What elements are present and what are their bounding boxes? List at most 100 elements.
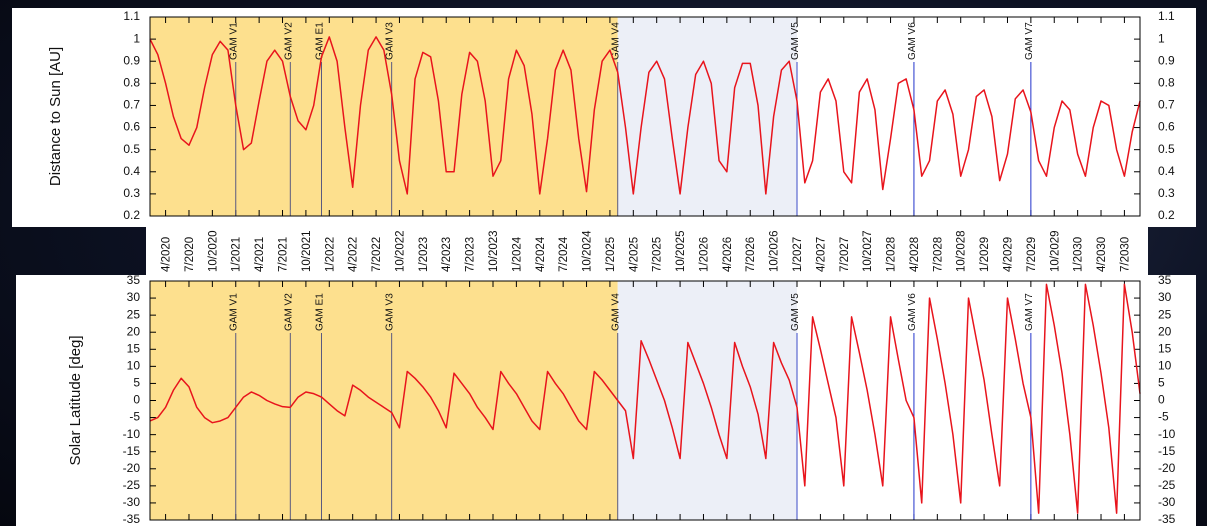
y-tick-label: -30 — [123, 495, 141, 509]
x-tick-label: 10/2024 — [582, 230, 594, 272]
x-tick-label: 4/2020 — [161, 237, 173, 272]
event-label: GAM V2 — [283, 22, 294, 60]
y-tick-label: 10 — [127, 359, 141, 373]
y-tick-label: 30 — [127, 290, 141, 304]
x-tick-label: 10/2028 — [956, 230, 968, 272]
y-tick-label-right: -30 — [1158, 495, 1176, 509]
event-label: GAM V1 — [229, 22, 240, 60]
x-tick-label: 1/2028 — [886, 237, 898, 272]
phase-region — [617, 281, 798, 520]
x-tick-label: 7/2023 — [465, 237, 477, 272]
y-tick-label-right: -35 — [1158, 512, 1176, 526]
y-axis-title: Distance to Sun [AU] — [47, 47, 64, 186]
y-tick-label-right: 1.1 — [1158, 9, 1175, 23]
phase-region — [617, 17, 798, 216]
x-tick-label: 4/2029 — [1002, 237, 1014, 272]
plot-frame — [149, 280, 1141, 521]
y-tick-label-right: -15 — [1158, 444, 1176, 458]
y-tick-label: -10 — [123, 427, 141, 441]
x-tick-label: 7/2027 — [839, 237, 851, 272]
x-tick-label: 1/2024 — [511, 236, 523, 272]
x-tick-label: 4/2027 — [815, 237, 827, 272]
x-tick-label: 4/2026 — [722, 237, 734, 272]
plot-frame — [149, 16, 1141, 217]
x-tick-label: 10/2021 — [301, 230, 313, 272]
y-tick-label: 0.5 — [123, 142, 140, 156]
x-tick-label: 10/2025 — [675, 230, 687, 272]
x-tick-label: 4/2024 — [535, 236, 547, 272]
y-tick-label-right: 0.3 — [1158, 186, 1175, 200]
x-tick-label: 7/2021 — [278, 237, 290, 272]
x-tick-label: 10/2027 — [862, 230, 874, 272]
x-tick-label: 1/2030 — [1073, 237, 1085, 272]
x-tick-label: 10/2029 — [1049, 230, 1061, 272]
x-tick-label: 1/2027 — [792, 237, 804, 272]
y-tick-label-right: 0.5 — [1158, 142, 1175, 156]
event-label: GAM V3 — [385, 22, 396, 60]
event-label: GAM V3 — [385, 293, 396, 331]
x-tick-label: 4/2022 — [348, 237, 360, 272]
x-tick-label: 1/2025 — [605, 237, 617, 272]
y-tick-label: 20 — [127, 324, 141, 338]
plot-layer: 4/2020 7/2020 10/2020 1/2021 4/2021 7/2021 10/… — [47, 9, 1176, 526]
x-tick-label: 10/2022 — [394, 230, 406, 272]
y-tick-label-right: 0.7 — [1158, 98, 1175, 112]
y-tick-label-right: 15 — [1158, 341, 1172, 355]
x-tick-label: 7/2022 — [371, 237, 383, 272]
y-tick-label-right: -25 — [1158, 478, 1176, 492]
event-label: GAM V6 — [907, 22, 918, 60]
y-tick-label-right: 35 — [1158, 273, 1172, 287]
x-tick-label: 4/2028 — [909, 237, 921, 272]
x-tick-label: 1/2022 — [324, 237, 336, 272]
x-tick-label: 4/2023 — [441, 237, 453, 272]
x-tick-label: 4/2021 — [254, 237, 266, 272]
x-tick-label: 1/2026 — [698, 237, 710, 272]
y-tick-label-right: 25 — [1158, 307, 1172, 321]
event-label: GAM V1 — [229, 293, 240, 331]
x-tick-label: 10/2020 — [207, 230, 219, 272]
y-tick-label: 25 — [127, 307, 141, 321]
y-tick-label: 0.8 — [123, 76, 140, 90]
y-tick-label: -25 — [123, 478, 141, 492]
event-label: GAM V2 — [283, 293, 294, 331]
y-tick-label: -5 — [129, 410, 140, 424]
event-label: GAM E1 — [314, 293, 325, 331]
y-tick-label: 0.4 — [123, 164, 140, 178]
x-tick-label: 7/2028 — [932, 237, 944, 272]
y-tick-label-right: 10 — [1158, 359, 1172, 373]
y-tick-label: 15 — [127, 341, 141, 355]
y-tick-label: -20 — [123, 461, 141, 475]
y-tick-label: 35 — [127, 273, 141, 287]
y-tick-label: 0.7 — [123, 98, 140, 112]
x-tick-label: 10/2023 — [488, 230, 500, 272]
event-label: GAM V5 — [790, 22, 801, 60]
event-label: GAM V7 — [1024, 22, 1035, 60]
y-tick-label: 1 — [133, 31, 140, 45]
y-tick-label-right: 0.2 — [1158, 208, 1175, 222]
data-line — [149, 36, 1141, 195]
y-tick-label-right: -10 — [1158, 427, 1176, 441]
y-tick-label: -35 — [123, 512, 141, 526]
x-tick-label: 7/2029 — [1026, 237, 1038, 272]
y-tick-label: 0 — [133, 393, 140, 407]
x-tick-label: 7/2030 — [1119, 237, 1131, 272]
event-label: GAM V7 — [1024, 293, 1035, 331]
y-tick-label-right: -20 — [1158, 461, 1176, 475]
y-tick-label: 5 — [133, 376, 140, 390]
x-tick-label: 7/2024 — [558, 236, 570, 272]
y-tick-label-right: 20 — [1158, 324, 1172, 338]
y-tick-label-right: 0.4 — [1158, 164, 1175, 178]
x-tick-label: 7/2020 — [184, 237, 196, 272]
y-tick-label-right: 0 — [1158, 393, 1165, 407]
y-axis-title: Solar Latitude [deg] — [67, 335, 84, 465]
x-tick-label: 10/2026 — [769, 230, 781, 272]
x-label-band — [146, 227, 1148, 275]
x-tick-label: 7/2025 — [652, 237, 664, 272]
event-label: GAM V6 — [907, 293, 918, 331]
data-line — [149, 283, 1141, 514]
event-label: GAM V5 — [790, 293, 801, 331]
event-label: GAM V4 — [611, 293, 622, 331]
x-tick-label: 1/2021 — [231, 237, 243, 272]
